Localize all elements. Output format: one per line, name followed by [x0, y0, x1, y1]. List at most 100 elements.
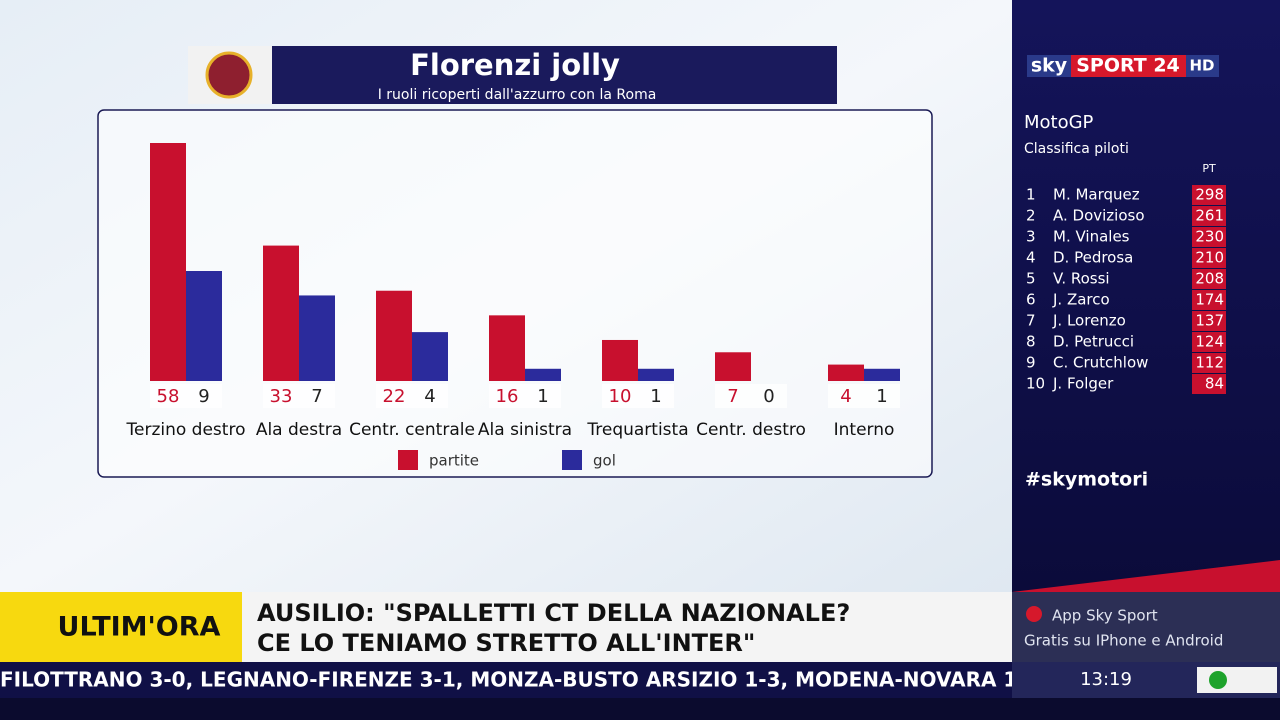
value-label: 0: [763, 386, 774, 407]
points-bg: [1192, 374, 1226, 394]
breaking-bg: [242, 592, 1012, 662]
bar: [299, 295, 335, 381]
breaking-label-bg: [0, 592, 242, 662]
bar: [525, 368, 561, 381]
points-bg: [1192, 227, 1226, 247]
rider: V. Rossi: [1053, 270, 1110, 288]
points: 298: [1195, 186, 1224, 204]
value-label: 1: [537, 386, 548, 407]
label-strip: [715, 384, 787, 408]
points: 174: [1195, 291, 1224, 309]
chart-title: Florenzi jolly: [410, 48, 620, 82]
rank: 3: [1026, 228, 1036, 246]
points-bg: [1192, 269, 1226, 289]
label-strip: [263, 384, 335, 408]
sidebar-bg: [1012, 0, 1280, 592]
bar: [715, 352, 751, 381]
standings: 1 M. Marquez 298 2 A. Dovizioso 261 3 M. Vinale…: [1026, 185, 1226, 394]
app-title: App Sky Sport: [1052, 607, 1158, 625]
category-label: Ala sinistra: [478, 420, 572, 440]
category-label: Terzino destro: [126, 420, 246, 440]
app-bg: [1012, 592, 1280, 662]
points: 137: [1195, 312, 1224, 330]
brand: HD: [1189, 57, 1214, 75]
points-bg: [1192, 353, 1226, 373]
clock: 13:19: [1080, 669, 1132, 690]
sidebar-subtitle: Classifica piloti: [1024, 141, 1129, 157]
category-label: Centr. destro: [696, 420, 806, 440]
brand-bg: [1071, 55, 1186, 77]
bar: [150, 143, 186, 381]
value-label: 1: [650, 386, 661, 407]
brand: SPORT 24: [1076, 55, 1180, 77]
bars: 58 9 Terzino destro 33 7 Ala destra 22 4 Centr. …: [126, 143, 900, 470]
rank: 4: [1026, 249, 1036, 267]
label-strip: [828, 384, 900, 408]
rider: J. Folger: [1052, 375, 1114, 393]
value-label: 7: [727, 386, 738, 407]
value-label: 1: [876, 386, 887, 407]
breaking-label: ULTIM'ORA: [58, 612, 221, 643]
points: 84: [1205, 375, 1224, 393]
rider: C. Crutchlow: [1053, 354, 1148, 372]
value-label: 58: [157, 386, 180, 407]
rank: 2: [1026, 207, 1036, 225]
rank: 6: [1026, 291, 1036, 309]
category-label: Centr. centrale: [349, 420, 475, 440]
app-subtitle: Gratis su IPhone e Android: [1024, 632, 1223, 650]
label-strip: [489, 384, 561, 408]
logo: [205, 51, 253, 99]
points-header: PT: [1202, 162, 1216, 175]
bar: [828, 364, 864, 381]
points-bg: [1192, 206, 1226, 226]
legend-label: partite: [429, 452, 479, 470]
value-label: 7: [311, 386, 322, 407]
value-label: 16: [496, 386, 519, 407]
rank: 9: [1026, 354, 1036, 372]
rider: J. Zarco: [1052, 291, 1110, 309]
app-icon: [1026, 606, 1042, 622]
points-bg: [1192, 185, 1226, 205]
legend-swatch: [562, 450, 582, 470]
bar: [864, 368, 900, 381]
bar: [412, 332, 448, 381]
rider: J. Lorenzo: [1052, 312, 1126, 330]
points: 124: [1195, 333, 1224, 351]
points-bg: [1192, 248, 1226, 268]
live-dot: [1209, 671, 1227, 689]
points: 208: [1195, 270, 1224, 288]
value-label: 33: [270, 386, 293, 407]
points: 261: [1195, 207, 1224, 225]
rank: 8: [1026, 333, 1036, 351]
breaking-line: AUSILIO: "SPALLETTI CT DELLA NAZIONALE?: [257, 599, 850, 627]
bar: [638, 368, 674, 381]
bar: [263, 245, 299, 381]
category-label: Trequartista: [586, 420, 688, 440]
rank: 5: [1026, 270, 1036, 288]
rider: A. Dovizioso: [1053, 207, 1145, 225]
value-label: 9: [198, 386, 209, 407]
legend-label: gol: [593, 452, 616, 470]
bar: [602, 339, 638, 381]
value-label: 10: [609, 386, 632, 407]
sidebar-accent: [1012, 560, 1280, 592]
points: 230: [1195, 228, 1224, 246]
chart-subtitle: I ruoli ricoperti dall'azzurro con la Ro…: [378, 87, 657, 103]
brand: sky: [1031, 55, 1068, 77]
rider: M. Marquez: [1053, 186, 1140, 204]
brand-bg: [1027, 55, 1071, 77]
label-strip: [376, 384, 448, 408]
breaking-line: CE LO TENIAMO STRETTO ALL'INTER": [257, 629, 755, 657]
value-label: 22: [383, 386, 406, 407]
points: 210: [1195, 249, 1224, 267]
category-label: Interno: [834, 420, 895, 440]
value-label: 4: [424, 386, 435, 407]
points-bg: [1192, 290, 1226, 310]
rider: D. Petrucci: [1053, 333, 1134, 351]
brand-bg: [1186, 55, 1219, 77]
rider: D. Pedrosa: [1053, 249, 1133, 267]
hashtag: #skymotori: [1025, 469, 1148, 491]
value-label: 4: [840, 386, 851, 407]
